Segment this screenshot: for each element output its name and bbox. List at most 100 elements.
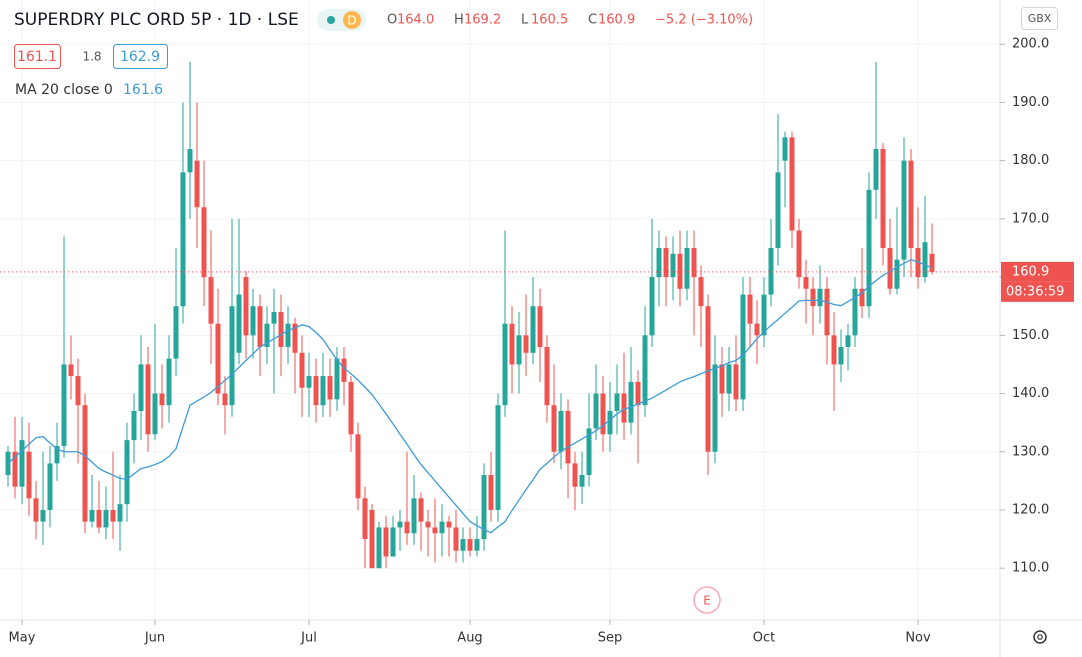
x-tick-label: May [9,631,36,646]
candle-body [747,294,753,324]
candle-body [866,189,872,307]
candle-body [852,288,858,336]
candle-body [551,405,557,452]
candle-body [824,288,830,336]
candle-body [481,475,487,540]
candle-body [222,393,228,406]
candle-body [761,294,767,336]
candle-body [670,253,676,278]
y-tick-label: 180.0 [1012,153,1049,168]
settings-icon[interactable] [1033,630,1047,644]
candle-body [544,346,550,406]
candle-body [656,248,662,278]
earnings-marker[interactable] [693,586,721,614]
candle-body [817,288,823,307]
ohlc-letter: L [521,13,529,28]
candle-body [621,393,627,423]
candle-body [68,364,74,377]
candle-body [355,434,361,499]
candle-body [285,323,291,347]
x-tick-label: Oct [753,631,775,646]
candle-body [740,294,746,400]
candle-body [117,504,123,522]
candle-body [299,352,305,388]
candle-body [369,509,375,569]
candle-body [313,376,319,406]
candle-body [446,521,452,528]
y-tick-label: 190.0 [1012,95,1049,110]
candle-body [47,463,53,510]
candle-body [712,364,718,452]
ohlc-letter: C [588,13,597,28]
candle-body [754,323,760,336]
candle-body [26,451,32,499]
candle-body [614,393,620,412]
candle-body [901,160,907,260]
candle-body [292,323,298,353]
candle-body [215,323,221,394]
candle-body [264,323,270,347]
ohlc-value: 169.2 [464,13,501,28]
candle-body [600,393,606,435]
candle-body [649,277,655,336]
change-label: −5.2 (−3.10%) [655,13,753,28]
candle-body [131,411,137,441]
candle-body [250,306,256,336]
candle-body [782,137,788,161]
candle-body [110,509,116,522]
candle-body [586,428,592,476]
candle-body [404,521,410,534]
candle-body [173,306,179,359]
candle-body [887,248,893,289]
candle-body [208,277,214,324]
y-tick-label: 200.0 [1012,37,1049,52]
candle-body [159,393,165,406]
candle-body [530,306,536,353]
delay-badge-label: D [347,14,356,28]
candle-body [411,498,417,534]
candle-body [362,498,368,540]
candle-body [194,160,200,208]
gear-ring [1033,630,1047,644]
candle-body [775,172,781,248]
candle-body [733,364,739,400]
axes: 110.0120.0130.0140.0150.0160.0170.0180.0… [9,37,1074,646]
ask-box[interactable] [113,44,168,69]
candle-body [726,364,732,394]
candle-body [831,335,837,365]
candle-body [236,294,242,353]
y-tick-label: 120.0 [1012,502,1049,517]
candle-body [75,376,81,406]
candle-body [642,335,648,406]
candle-body [12,451,18,487]
spread: 1.8 [82,50,101,64]
candle-body [677,253,683,289]
candle-body [201,207,207,278]
candle-body [838,346,844,365]
candle-body [61,364,67,446]
y-tick-label: 170.0 [1012,211,1049,226]
candle-body [40,509,46,522]
market-status-dot [327,16,335,24]
ohlc-value: 160.9 [598,13,635,28]
candle-body [789,137,795,231]
candle-body [607,411,613,435]
candle-body [390,527,396,557]
gear-center [1037,634,1043,640]
candle-body [383,527,389,557]
bid-box[interactable] [14,44,61,69]
candle-body [922,242,928,278]
candle-body [432,527,438,534]
candle-body [474,539,480,551]
last-price-box [1001,261,1074,282]
candle-body [180,172,186,307]
last-price-label: 160.9 [1012,264,1049,279]
candle-body [376,527,382,569]
currency-button[interactable] [1021,7,1058,30]
candle-body [124,440,130,505]
candle-body [628,381,634,423]
candle-body [516,335,522,365]
x-tick-label: Aug [457,631,482,646]
candle-body [572,463,578,487]
x-tick-label: Nov [905,631,931,646]
